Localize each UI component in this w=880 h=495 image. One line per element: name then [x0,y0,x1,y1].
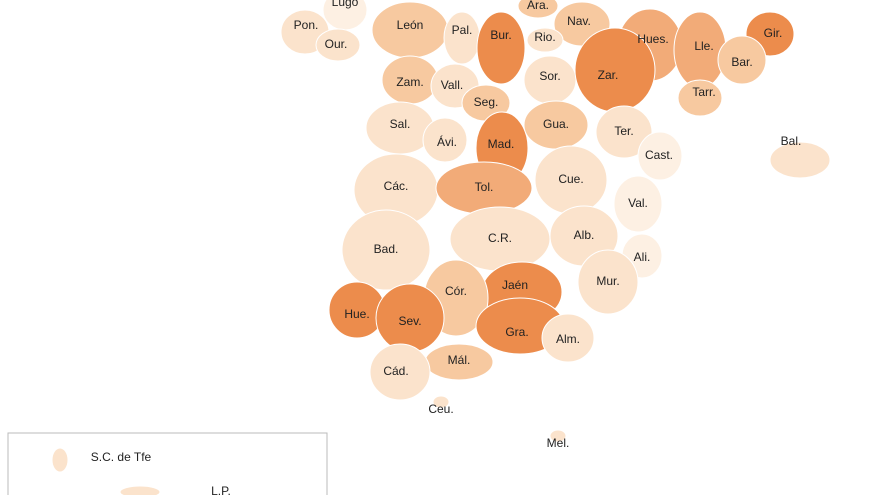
province-shape [769,141,831,179]
province-shape [637,131,683,181]
province-shape [341,209,431,291]
province-label: Alm. [556,332,580,346]
province-label: Lugo [332,0,359,9]
province-shape [595,105,653,159]
province-shape [526,27,564,53]
provinces [51,0,831,495]
province-label: Gua. [543,117,569,131]
province-label: Hue. [344,307,369,321]
province-label: Ara. [527,0,549,12]
province-label: Bar. [731,55,752,69]
province-label: Tarr. [692,85,715,99]
province-shape [369,343,431,401]
province-label: Vall. [441,78,463,92]
province-label: Pal. [452,23,473,37]
province-shape [717,35,767,85]
province-label: S.C. de Tfe [91,450,152,464]
province-label: Seg. [474,95,499,109]
province-label: Gra. [505,325,528,339]
province-label: Sev. [398,314,421,328]
province-label: Mál. [448,353,471,367]
province-label: Bur. [490,28,511,42]
province-label: Sor. [539,69,560,83]
province-shape [119,485,161,495]
province-label: Ceu. [428,402,453,416]
province-label: Mur. [596,274,619,288]
province-shape [422,117,468,163]
province-label: Rio. [534,30,555,44]
province-label: Các. [384,179,409,193]
province-shape [432,395,450,409]
province-shape [51,447,69,473]
province-label: L.P. [211,484,231,495]
province-shape [541,313,595,363]
inset-frame [7,432,328,495]
province-label: Pon. [294,18,319,32]
province-label: Our. [325,37,348,51]
province-labels: Lugo Pon. Our. León Pal. Bur. Ara. Nav. Rio. Hues… [91,0,802,495]
province-shape [677,79,723,117]
province-shape [613,175,663,233]
province-label: Tol. [475,180,494,194]
province-label: Cue. [558,172,583,186]
province-label: Jaén [502,278,528,292]
province-label: C.R. [488,231,512,245]
province-label: Ter. [614,124,633,138]
province-label: Zar. [598,68,619,82]
province-label: Sal. [390,117,411,131]
province-label: Ávi. [437,134,457,149]
province-shape [517,0,559,19]
province-label: Mad. [488,137,515,151]
province-label: Hues. [637,32,668,46]
province-shape [443,11,481,65]
province-shape [549,429,567,443]
province-label: Gir. [764,26,783,40]
province-shape [315,28,361,62]
province-label: Cór. [445,284,467,298]
province-label: León [397,18,424,32]
province-label: Cád. [383,364,408,378]
province-label: Val. [628,196,648,210]
province-label: Bad. [374,242,399,256]
province-label: Ali. [634,250,651,264]
province-label: Mel. [547,436,570,450]
province-label: Cast. [645,148,673,162]
province-shape [476,11,526,85]
province-label: Lle. [694,39,713,53]
province-shape [577,249,639,315]
province-label: Bal. [781,134,802,148]
province-label: Zam. [396,75,423,89]
province-label: Alb. [574,228,595,242]
province-label: Nav. [567,14,591,28]
